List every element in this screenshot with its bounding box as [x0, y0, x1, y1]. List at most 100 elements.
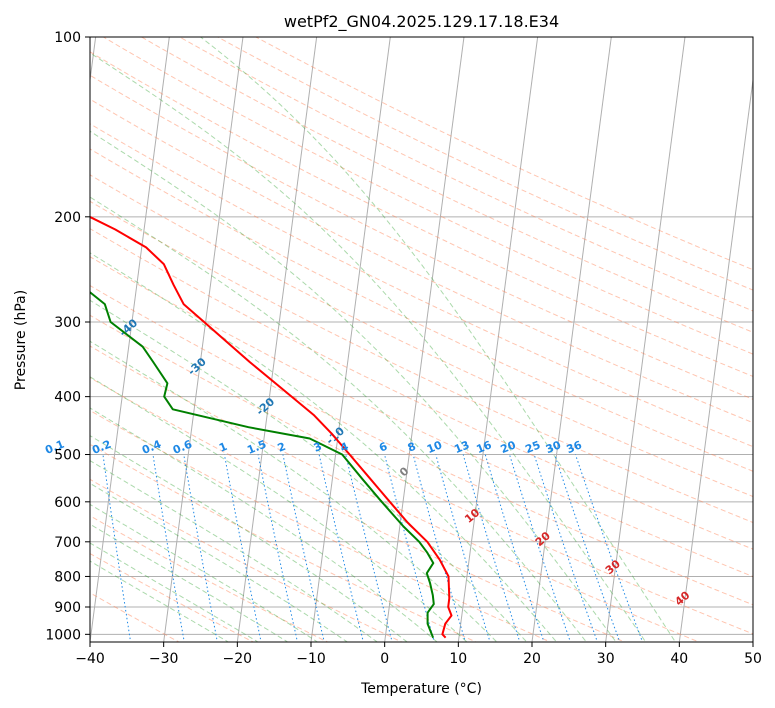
isotherms: [90, 37, 753, 642]
isotherm-line: [605, 37, 686, 642]
x-tick-label: −30: [149, 651, 179, 667]
moist-adiabat: [90, 252, 558, 642]
moist-adiabat-label: -50: [48, 280, 72, 303]
y-tick-label: 900: [54, 600, 81, 616]
x-tick-label: 40: [670, 651, 688, 667]
dewpoint-profile-line: [90, 290, 435, 639]
x-tick-label: −20: [223, 651, 253, 667]
y-tick-label: 100: [54, 30, 81, 46]
y-tick-label: 1000: [45, 627, 81, 643]
isotherm-line: [531, 37, 612, 642]
mixing-ratio-label: 10: [425, 438, 444, 456]
dry-adiabat: [90, 123, 753, 448]
mixing-ratio-line: [412, 454, 466, 642]
x-axis-label: Temperature (°C): [360, 681, 482, 697]
mixing-ratio-label: 36: [565, 438, 584, 456]
moist-adiabat: [90, 523, 289, 642]
dry-adiabat: [179, 37, 753, 312]
chart-title: wetPf2_GN04.2025.129.17.18.E34: [284, 12, 559, 32]
mixing-ratio-line: [435, 454, 491, 642]
moist-adiabat: [90, 542, 259, 642]
mixing-ratio-line: [484, 454, 545, 642]
mixing-ratio-line: [282, 454, 325, 642]
dry-adiabat: [90, 285, 753, 606]
mixing-ratio-line: [152, 454, 185, 642]
isotherm-line: [90, 37, 170, 642]
x-tick-label: 50: [744, 651, 762, 667]
y-tick-label: 400: [54, 390, 81, 406]
x-tick-label: 30: [597, 651, 615, 667]
y-tick-label: 800: [54, 569, 81, 585]
dry-adiabat: [90, 443, 478, 642]
mixing-ratio-label: 2: [276, 440, 288, 455]
mixing-ratio-label: 8: [406, 440, 418, 455]
y-tick-label: 700: [54, 535, 81, 551]
mixing-ratio-line: [509, 454, 571, 642]
dry-adiabat: [90, 174, 753, 498]
mixing-ratio-label: 3: [312, 440, 324, 455]
y-axis-label: Pressure (hPa): [13, 290, 29, 390]
dry-adiabat: [90, 228, 753, 550]
dry-adiabat: [90, 314, 753, 635]
plot-background: [90, 37, 753, 642]
mixing-ratio-label: 1: [217, 440, 229, 455]
mixing-ratio-line: [318, 454, 364, 642]
mixing-ratio-line: [183, 454, 218, 642]
isotherm-line: [236, 37, 318, 642]
y-tick-label: 300: [54, 315, 81, 331]
profile-lines: [90, 215, 453, 639]
isotherm-line: [310, 37, 391, 642]
dry-adiabat: [90, 592, 180, 642]
y-tick-label: 200: [54, 210, 81, 226]
moist-adiabat: [90, 482, 349, 642]
x-tick-label: 10: [449, 651, 467, 667]
moist-adiabat: [90, 196, 588, 642]
isotherm-line: [163, 37, 244, 642]
mixing-ratio-labels: 0.1 0.2 0.4 0.6 1 1.5 2 3 4 6 8 10 13 16 20 25 30 36: [43, 437, 584, 456]
x-tick-label: 20: [523, 651, 541, 667]
y-tick-label: 500: [54, 448, 81, 464]
dry-adiabat: [90, 409, 552, 642]
dry-adiabat: [90, 148, 753, 472]
isotherm-line: [678, 76, 753, 642]
x-tick-label: 0: [380, 651, 389, 667]
mixing-ratio-line: [384, 454, 435, 642]
x-tick-label: −40: [75, 651, 105, 667]
mixing-ratio-line: [533, 454, 598, 642]
mixing-ratio-lines: [102, 454, 644, 642]
mixing-ratio-line: [223, 454, 262, 642]
dry-adiabats: [90, 37, 753, 642]
moist-adiabat: [90, 299, 528, 642]
mixing-ratio-line: [575, 454, 644, 642]
moist-adiabat: [90, 340, 498, 642]
mixing-ratio-label: 30: [544, 438, 563, 456]
dry-adiabat: [217, 37, 753, 291]
dry-adiabat: [141, 37, 753, 333]
mixing-ratio-line: [257, 454, 299, 642]
moist-adiabat: [90, 460, 379, 642]
moist-adiabat: [90, 130, 617, 642]
dry-adiabat: [90, 478, 403, 642]
dry-adiabat: [90, 377, 626, 642]
y-axis-ticks: 1000 900 800 700 600 500 400 300 200 100: [45, 30, 90, 643]
isotherm-line: [752, 638, 753, 642]
temperature-profile-line: [90, 215, 453, 639]
x-tick-label: −10: [296, 651, 326, 667]
mixing-ratio-line: [462, 454, 521, 642]
mixing-ratio-line: [345, 454, 393, 642]
y-tick-label: 600: [54, 495, 81, 511]
mixing-ratio-line: [102, 454, 132, 642]
isotherm-line: [457, 37, 539, 642]
moist-adiabat: [90, 52, 647, 642]
moist-adiabat: [200, 37, 676, 642]
moist-adiabats: [90, 37, 676, 642]
moist-adiabat: [90, 407, 438, 642]
mixing-ratio-line: [554, 454, 621, 642]
mixing-ratio-label: 13: [452, 438, 471, 456]
x-axis-ticks: −40 −30 −20 −10 0 10 20 30 40 50: [75, 642, 762, 667]
moist-adiabat-label: -60: [0, 239, 3, 262]
isotherm-line: [384, 37, 465, 642]
pressure-gridlines: [90, 37, 753, 635]
